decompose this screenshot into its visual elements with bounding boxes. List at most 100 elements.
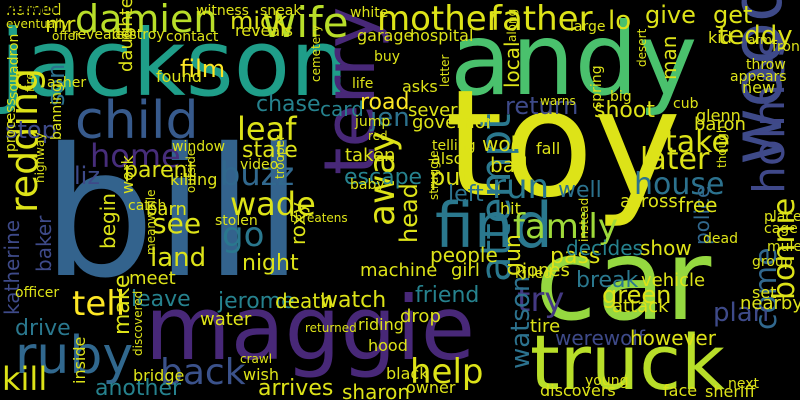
word: hood: [368, 336, 408, 355]
word: machine: [360, 260, 438, 281]
word: try: [517, 280, 565, 320]
word: young: [585, 373, 629, 389]
word: meanwhile: [144, 189, 158, 255]
word: wolf: [482, 132, 524, 156]
word: asher: [47, 75, 87, 91]
word: baby: [350, 177, 385, 193]
word: killed: [515, 266, 553, 282]
word: governor: [412, 112, 494, 133]
word: show: [640, 236, 692, 260]
word: card: [320, 97, 364, 121]
word: father: [490, 0, 593, 39]
word: another: [95, 376, 182, 400]
word: struggle: [427, 150, 441, 200]
word: watch: [320, 288, 387, 313]
word: officer: [15, 285, 60, 301]
word: girl: [451, 260, 480, 281]
word: vehicle: [641, 270, 706, 291]
word: people: [430, 243, 498, 267]
word: banning: [49, 83, 65, 140]
word: witness: [196, 3, 249, 19]
word: jerome: [218, 289, 295, 314]
word: man: [657, 35, 681, 80]
word: telling: [432, 138, 476, 154]
word: able: [0, 0, 35, 17]
word: cemetery: [309, 24, 323, 82]
word: taken: [345, 145, 396, 166]
word: hospital: [410, 26, 474, 45]
word: truck: [530, 318, 726, 400]
word: jump: [355, 114, 391, 130]
word: destroy: [112, 27, 165, 43]
word: parent: [124, 158, 197, 183]
word: take: [665, 125, 730, 160]
word: get: [713, 1, 753, 29]
word: local: [500, 41, 524, 88]
word: chase: [256, 92, 321, 117]
word: returned: [305, 321, 357, 335]
word: left: [448, 182, 484, 207]
word: baker: [32, 215, 56, 272]
word: appears: [730, 69, 787, 85]
word: remaining: [0, 0, 81, 17]
word: fall: [536, 139, 561, 158]
word: stop: [5, 116, 57, 144]
word: mr: [45, 13, 76, 38]
word: found: [156, 67, 202, 86]
word: killing: [170, 170, 218, 189]
word: mule: [767, 239, 800, 255]
word: throw: [746, 57, 786, 73]
word: cage: [764, 221, 798, 237]
word: barn: [146, 199, 187, 220]
word: next: [728, 376, 760, 392]
word: squadron: [6, 33, 22, 99]
word: bill: [42, 110, 304, 317]
word: green: [602, 281, 672, 309]
word: night: [242, 251, 299, 276]
word: eventually: [6, 17, 69, 31]
word: black: [386, 364, 429, 383]
word: mother: [377, 0, 501, 39]
word: set: [752, 283, 777, 302]
word: shoot: [594, 98, 655, 123]
word: escape: [344, 165, 423, 190]
word: ruby: [15, 326, 134, 386]
word: help: [410, 352, 484, 392]
word: hit: [500, 199, 521, 218]
word: andy: [450, 1, 698, 118]
word: attack: [612, 296, 669, 317]
word: asks: [402, 77, 438, 96]
word: buzz: [220, 155, 295, 193]
word: baron: [694, 114, 746, 135]
word: several: [408, 100, 474, 121]
word: highway: [33, 132, 47, 183]
word: sharon: [342, 380, 411, 400]
word: pass: [550, 244, 601, 269]
word: trooper: [273, 135, 287, 179]
word: break: [576, 268, 639, 293]
word: death: [275, 289, 333, 313]
word: day: [0, 0, 30, 17]
word: sneak: [260, 3, 302, 19]
word: face: [663, 381, 698, 400]
word: wade: [230, 185, 316, 223]
word: warns: [540, 94, 576, 108]
word: tell: [72, 284, 126, 324]
word: large: [570, 19, 606, 35]
word: inside: [70, 336, 89, 384]
word: meet: [129, 268, 176, 289]
word: state: [242, 138, 298, 163]
word: family: [513, 207, 618, 247]
word: video: [240, 157, 279, 173]
word: along: [505, 8, 519, 42]
word: reveals: [235, 21, 293, 40]
word: place: [764, 209, 800, 225]
word: owner: [406, 378, 456, 397]
word: discovered: [131, 290, 145, 356]
word: head: [395, 183, 423, 243]
word: car: [535, 216, 712, 346]
word: water: [200, 309, 252, 330]
word: outside: [184, 148, 198, 193]
word: buy: [374, 49, 401, 65]
word: desert: [635, 28, 649, 67]
